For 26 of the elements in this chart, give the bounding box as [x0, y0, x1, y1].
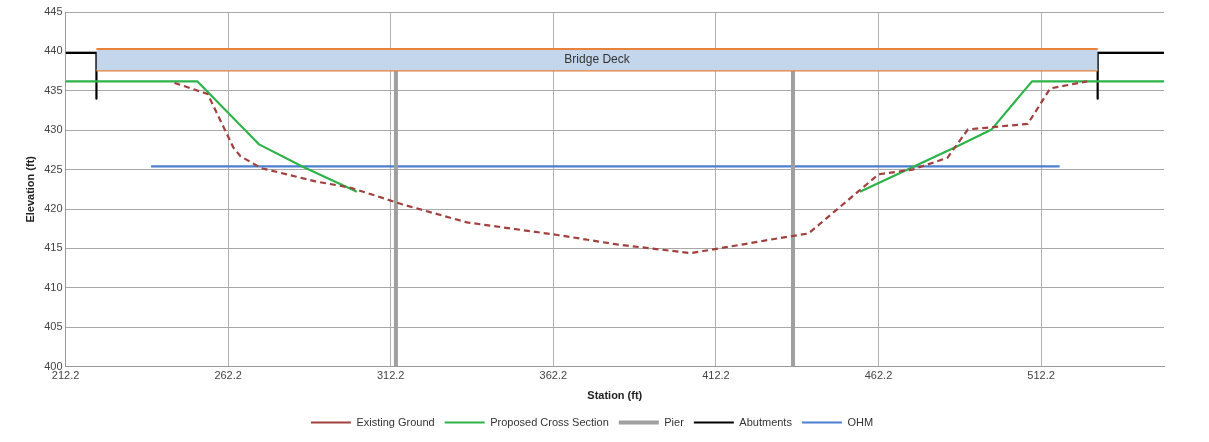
x-tick-label: 312.2	[376, 369, 405, 382]
y-tick-label: 410	[44, 280, 63, 293]
x-tick-label: 212.2	[51, 369, 80, 382]
y-axis-title: Elevation (ft)	[23, 155, 36, 223]
y-tick-label: 420	[44, 202, 63, 215]
series-label: Bridge Deck	[564, 51, 631, 66]
x-tick-label: 362.2	[539, 369, 568, 382]
line-series	[173, 80, 1089, 255]
y-tick-label: 425	[44, 162, 63, 175]
y-tick-label: 400	[44, 359, 63, 372]
y-tick-label: 415	[44, 241, 63, 254]
legend-label: OHM	[847, 415, 874, 428]
x-axis-title: Station (ft)	[587, 389, 643, 402]
y-tick-label: 435	[44, 83, 63, 96]
x-tick-label: 262.2	[214, 369, 242, 382]
legend-label: Abutments	[739, 415, 793, 428]
x-tick-label: 462.2	[864, 369, 893, 382]
legend-label: Pier	[664, 415, 685, 428]
y-tick-label: 430	[44, 123, 63, 136]
legend-label: Existing Ground	[356, 415, 435, 428]
y-tick-label: 405	[44, 320, 63, 333]
x-tick-label: 512.2	[1027, 369, 1055, 382]
legend-label: Proposed Cross Section	[490, 415, 609, 428]
x-tick-label: 412.2	[702, 369, 730, 382]
y-tick-label: 445	[44, 5, 63, 18]
y-tick-label: 440	[44, 44, 63, 57]
